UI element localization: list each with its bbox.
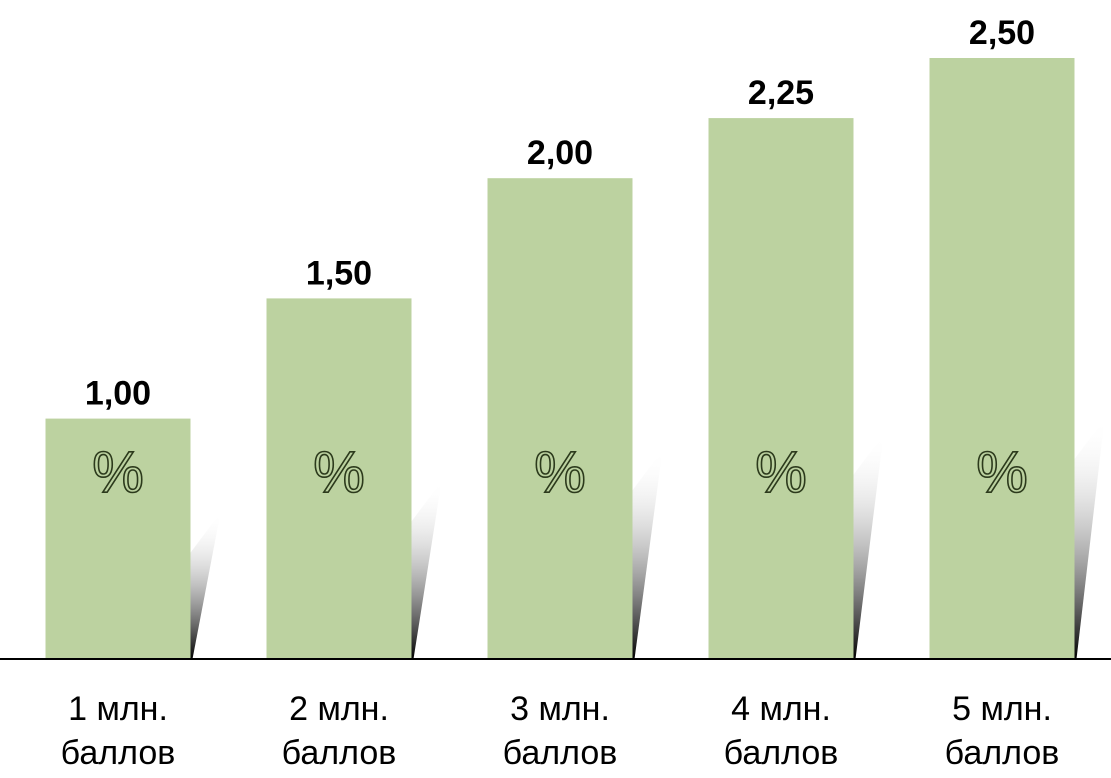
category-label: 1 млн.: [68, 690, 168, 728]
percent-symbol: %: [976, 440, 1028, 505]
data-label: 2,00: [527, 134, 593, 172]
data-labels: 1,00 1,50 2,00 2,25 2,50: [85, 14, 1035, 413]
bar-symbols: %%%%%: [91, 439, 1028, 506]
bar-shadow: [411, 481, 442, 659]
category-label: баллов: [61, 734, 176, 772]
percent-symbol: %: [534, 440, 586, 505]
bar-shadow: [1074, 419, 1105, 659]
category-label: баллов: [503, 734, 618, 772]
category-label: 2 млн.: [289, 690, 389, 728]
bar: [929, 58, 1075, 659]
data-label: 2,25: [748, 74, 814, 112]
percent-symbol: %: [92, 440, 144, 505]
category-label: 5 млн.: [952, 690, 1052, 728]
bar: [45, 418, 191, 659]
data-label: 2,50: [969, 14, 1035, 52]
category-label: баллов: [282, 734, 397, 772]
bar-shadow: [190, 512, 221, 659]
bar: [487, 178, 633, 659]
bars: [45, 58, 1075, 660]
percent-symbol: %: [313, 440, 365, 505]
bar: [266, 298, 412, 659]
bar-shadow: [632, 450, 663, 659]
category-label: баллов: [724, 734, 839, 772]
data-label: 1,00: [85, 375, 151, 413]
category-label: баллов: [945, 734, 1060, 772]
bar-shadow: [853, 434, 884, 659]
percent-symbol: %: [755, 440, 807, 505]
bar: [708, 118, 854, 660]
category-label: 3 млн.: [510, 690, 610, 728]
bar-shadows: [190, 419, 1105, 659]
category-labels: 1 млн. баллов 2 млн. баллов 3 млн. баллов 4 мл…: [61, 690, 1060, 772]
category-label: 4 млн.: [731, 690, 831, 728]
data-label: 1,50: [306, 254, 372, 292]
